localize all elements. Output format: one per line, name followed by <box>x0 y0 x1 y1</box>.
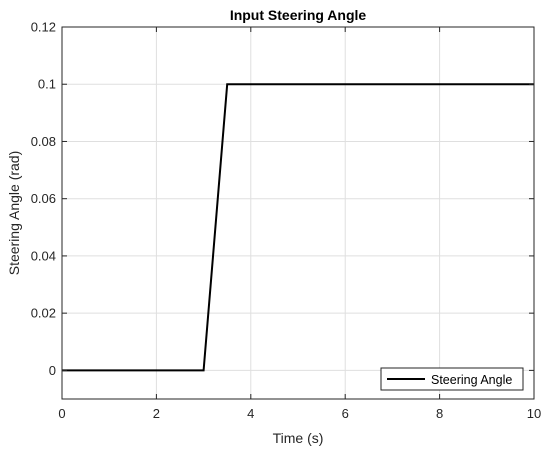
x-tick-label: 10 <box>527 406 541 421</box>
y-tick-label: 0.1 <box>38 77 56 92</box>
y-tick-label: 0.06 <box>31 191 56 206</box>
ticks <box>61 26 535 399</box>
y-tick-label: 0.04 <box>31 248 56 263</box>
series-line-steering-angle <box>62 83 534 372</box>
x-tick-label: 6 <box>342 406 349 421</box>
plot-area <box>62 27 534 399</box>
legend-box <box>380 367 524 391</box>
x-tick-label: 0 <box>58 406 65 421</box>
y-tick-labels: 0 0.02 0.04 0.06 0.08 0.1 0.12 <box>31 20 56 378</box>
x-tick-labels: 0 2 4 6 8 10 <box>58 406 541 421</box>
legend: Steering Angle <box>380 367 524 391</box>
plot-frame <box>61 26 535 400</box>
y-tick-label: 0.08 <box>31 134 56 149</box>
chart-title: Input Steering Angle <box>230 7 367 23</box>
y-tick-label: 0.12 <box>31 20 56 35</box>
legend-label: Steering Angle <box>431 373 512 387</box>
x-tick-label: 4 <box>247 406 254 421</box>
y-tick-label: 0.02 <box>31 306 56 321</box>
x-tick-label: 8 <box>436 406 443 421</box>
y-axis-label: Steering Angle (rad) <box>6 151 22 276</box>
series-layer <box>62 83 534 372</box>
y-tick-label: 0 <box>49 363 56 378</box>
x-tick-label: 2 <box>153 406 160 421</box>
x-axis-label: Time (s) <box>273 430 324 446</box>
